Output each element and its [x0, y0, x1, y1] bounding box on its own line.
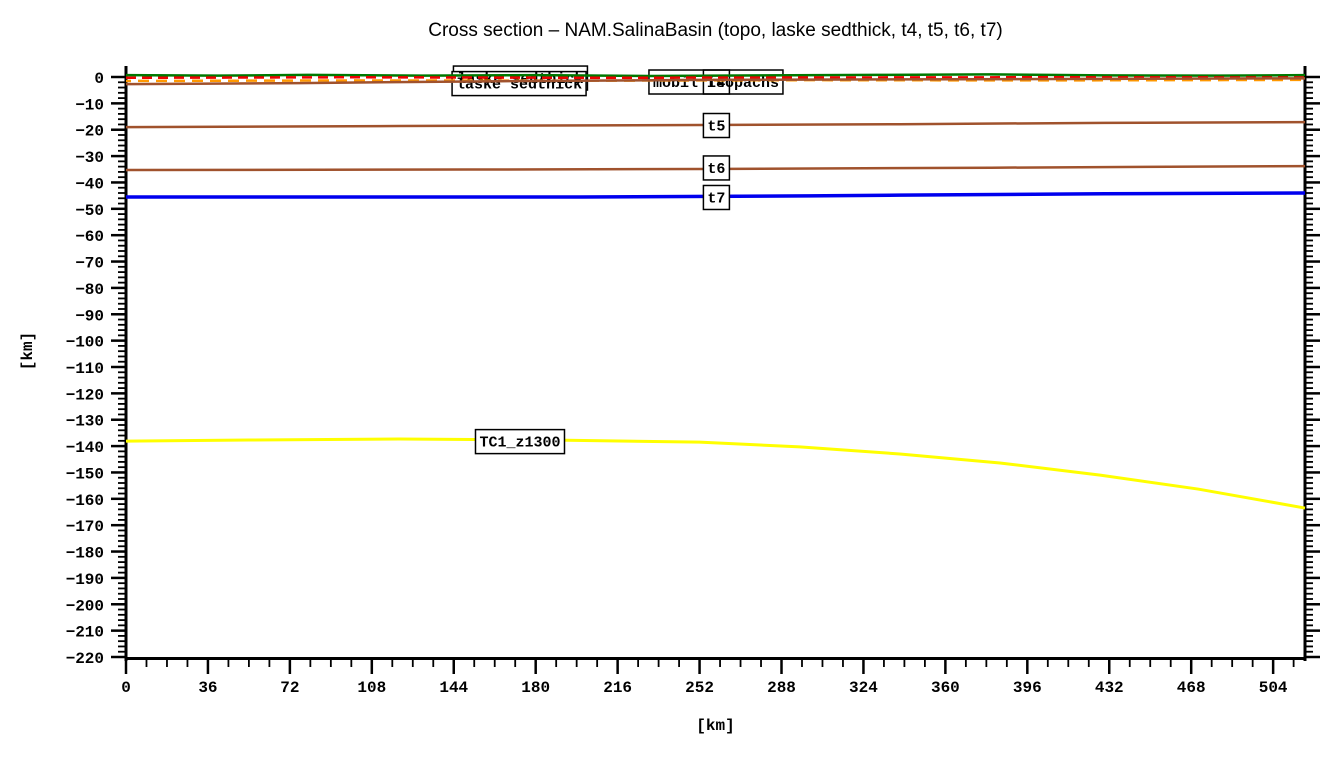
y-tick-label: −30 [75, 149, 104, 167]
label-text-laske-sedthick-b: laske sedthick [456, 77, 582, 94]
y-tick-label: −130 [66, 413, 104, 431]
label-box-t5 [702, 112, 731, 139]
y-tick-label: −170 [66, 518, 104, 536]
label-box-t7 [702, 184, 731, 211]
y-tick-label: −70 [75, 255, 104, 273]
curve-t6 [125, 164, 1306, 172]
label-box-t4 [702, 69, 731, 95]
x-tick-label: 360 [931, 679, 960, 697]
x-tick-label: 180 [521, 679, 550, 697]
x-tick-label: 288 [767, 679, 796, 697]
y-tick-label: −210 [66, 624, 104, 642]
y-tick-label: −120 [66, 386, 104, 404]
y-tick-label: −160 [66, 492, 104, 510]
y-tick-label: −110 [66, 360, 104, 378]
x-tick-label: 36 [198, 679, 217, 697]
x-tick-label: 252 [685, 679, 714, 697]
y-tick-label: −100 [66, 334, 104, 352]
x-tick-label: 324 [849, 679, 878, 697]
label-text-t6: t6 [707, 161, 725, 178]
curve-t5 [125, 120, 1306, 129]
y-tick-label: −150 [66, 465, 104, 483]
label-text-t5: t5 [707, 119, 725, 136]
y-tick-label: −60 [75, 228, 104, 246]
y-tick-label: 0 [94, 70, 104, 88]
label-box-mobil-isopachs [648, 69, 784, 95]
curve-laske-sedthick [125, 76, 1306, 80]
y-tick-label: −200 [66, 597, 104, 615]
label-text-TC1-z1300: TC1_z1300 [479, 435, 560, 452]
y-tick-label: −220 [66, 650, 104, 668]
x-tick-label: 504 [1259, 679, 1288, 697]
y-tick-label: −90 [75, 307, 104, 325]
y-tick-label: −40 [75, 175, 104, 193]
y-tick-label: −50 [75, 202, 104, 220]
curve-t7 [126, 191, 1306, 199]
y-tick-label: −80 [75, 281, 104, 299]
label-text-t7: t7 [707, 190, 725, 207]
y-tick-label: −10 [75, 96, 104, 114]
y-tick-label: −180 [66, 545, 104, 563]
label-box-t6 [702, 155, 731, 181]
x-tick-label: 144 [439, 679, 468, 697]
curve-TC1-z1300 [125, 437, 1306, 510]
x-tick-label: 432 [1095, 679, 1124, 697]
curve-t4 [125, 77, 1306, 86]
curve-topo [125, 73, 1306, 78]
y-tick-label: −20 [75, 123, 104, 141]
x-tick-label: 468 [1177, 679, 1206, 697]
x-tick-label: 396 [1013, 679, 1042, 697]
x-tick-label: 216 [603, 679, 632, 697]
curve-mobil-isopachs [125, 78, 1306, 83]
x-tick-label: 72 [280, 679, 299, 697]
chart-title: Cross section – NAM.SalinaBasin (topo, l… [428, 20, 1003, 41]
x-tick-label: 108 [357, 679, 386, 697]
y-tick-label: −140 [66, 439, 104, 457]
y-tick-label: −190 [66, 571, 104, 589]
x-tick-label: 0 [121, 679, 131, 697]
label-box-TC1-z1300 [474, 428, 566, 455]
x-axis-label: [km] [696, 717, 735, 735]
